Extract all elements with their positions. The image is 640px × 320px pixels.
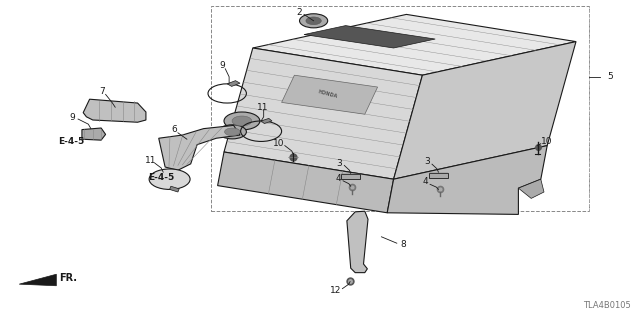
Text: 4: 4	[335, 174, 340, 183]
Polygon shape	[341, 174, 360, 179]
Text: 10: 10	[273, 139, 284, 148]
Text: 11: 11	[145, 156, 156, 165]
Text: FR.: FR.	[59, 273, 77, 283]
Text: 4: 4	[423, 177, 428, 186]
Polygon shape	[394, 42, 576, 179]
Circle shape	[224, 112, 260, 130]
Polygon shape	[159, 125, 240, 170]
Polygon shape	[429, 173, 448, 178]
Text: 9: 9	[220, 61, 225, 70]
Polygon shape	[19, 274, 56, 286]
Text: 12: 12	[330, 286, 342, 295]
Text: 11: 11	[257, 103, 268, 112]
Polygon shape	[304, 26, 435, 48]
Polygon shape	[224, 48, 422, 179]
Polygon shape	[282, 75, 378, 114]
Text: E-4-5: E-4-5	[58, 137, 85, 146]
Text: 8: 8	[401, 240, 406, 249]
Text: 2: 2	[297, 8, 302, 17]
Text: 5: 5	[607, 72, 612, 81]
Text: 6: 6	[172, 125, 177, 134]
Circle shape	[225, 128, 240, 136]
Text: 3: 3	[337, 159, 342, 168]
Text: 3: 3	[424, 157, 429, 166]
Polygon shape	[227, 81, 240, 86]
Circle shape	[232, 116, 252, 126]
Circle shape	[149, 169, 190, 189]
Polygon shape	[261, 118, 272, 124]
Polygon shape	[83, 99, 146, 122]
Circle shape	[300, 14, 328, 28]
Circle shape	[306, 17, 321, 25]
Text: HONDA: HONDA	[317, 89, 338, 99]
Polygon shape	[170, 186, 179, 192]
Polygon shape	[218, 152, 394, 213]
Polygon shape	[347, 211, 368, 273]
Polygon shape	[518, 179, 544, 198]
Polygon shape	[82, 128, 106, 140]
Text: E-4-5: E-4-5	[148, 173, 175, 182]
Polygon shape	[253, 14, 576, 75]
Polygon shape	[387, 146, 547, 214]
Circle shape	[218, 125, 246, 139]
Text: TLA4B0105: TLA4B0105	[582, 301, 630, 310]
Text: 10: 10	[541, 137, 553, 146]
Text: 7: 7	[100, 87, 105, 96]
Text: 9: 9	[70, 113, 75, 122]
